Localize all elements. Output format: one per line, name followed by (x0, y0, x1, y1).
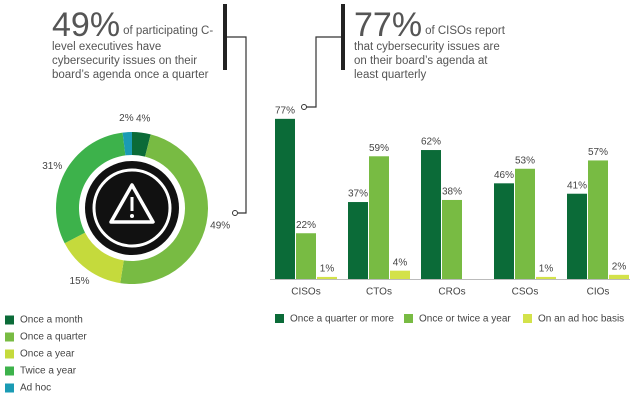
bar (317, 276, 337, 279)
bar-label: 22% (296, 220, 316, 231)
bar-label: 77% (275, 105, 295, 116)
legend-label: Once or twice a year (419, 314, 511, 325)
bar (421, 150, 441, 279)
callout-text: of CISOs report that cybersecurity issue… (354, 25, 505, 81)
bar (296, 233, 316, 279)
donut-slice (120, 134, 208, 284)
legend-swatch (5, 383, 14, 393)
x-tick-label: CSOs (512, 287, 539, 298)
legend-label: Once a quarter (20, 332, 87, 343)
callout-figure: 77% (354, 6, 423, 44)
x-tick-label: CIOs (587, 287, 610, 298)
bar (442, 199, 462, 279)
x-tick-label: CROs (438, 287, 465, 298)
bar-label: 59% (369, 143, 389, 154)
bar (609, 274, 629, 279)
icon-ring (92, 168, 172, 248)
warning-icon (130, 214, 134, 218)
bar-label: 4% (393, 257, 408, 268)
donut-slice (64, 232, 124, 284)
warning-icon (130, 197, 134, 211)
slice-label: 31% (42, 161, 62, 172)
bar (348, 202, 368, 279)
donut-slice (132, 132, 151, 157)
callout-bar (223, 4, 227, 70)
bar (369, 156, 389, 279)
legend-swatch (5, 315, 14, 325)
legend-swatch (523, 314, 532, 323)
warning-icon (109, 183, 155, 224)
callout: 77% of CISOs report that cybersecurity is… (354, 8, 514, 82)
bar-label: 57% (588, 147, 608, 158)
legend-label: Twice a year (20, 366, 77, 377)
slice-label: 2% (119, 113, 134, 124)
legend-swatch (5, 366, 14, 376)
bar-label: 41% (567, 180, 587, 191)
legend-label: On an ad hoc basis (538, 314, 624, 325)
bar-label: 46% (494, 170, 514, 181)
legend-label: Once a month (20, 315, 83, 326)
donut-slice (56, 132, 126, 244)
legend-label: Once a quarter or more (290, 314, 394, 325)
x-tick-label: CTOs (366, 287, 392, 298)
bar-label: 1% (539, 264, 554, 275)
legend-swatch (275, 314, 284, 323)
callout-bar (341, 4, 345, 70)
donut-slice (122, 132, 132, 156)
legend-swatch (5, 332, 14, 342)
connector (306, 36, 341, 108)
x-tick-label: CISOs (291, 287, 320, 298)
legend-label: Once a year (20, 349, 75, 360)
bar (567, 193, 587, 279)
callout-text: of participating C-level executives have… (52, 25, 214, 81)
bar (494, 183, 514, 279)
bar-label: 38% (442, 187, 462, 198)
bar (390, 270, 410, 279)
callout: 49% of participating C-level executives h… (52, 8, 224, 82)
bar (275, 118, 295, 279)
bar (536, 276, 556, 279)
connector-dot (301, 104, 307, 110)
bar-label: 37% (348, 189, 368, 200)
bar-label: 2% (612, 261, 627, 272)
legend-swatch (404, 314, 413, 323)
bar-label: 1% (320, 264, 335, 275)
bar (588, 160, 608, 279)
bar-label: 62% (421, 137, 441, 148)
slice-label: 49% (210, 221, 230, 232)
bar (515, 168, 535, 279)
connector (227, 36, 247, 214)
legend-label: Ad hoc (20, 383, 51, 394)
slice-label: 15% (70, 276, 90, 287)
bar-label: 53% (515, 155, 535, 166)
legend-swatch (5, 349, 14, 359)
connector-dot (232, 210, 238, 216)
callout-figure: 49% (52, 6, 121, 44)
slice-label: 4% (136, 113, 151, 124)
